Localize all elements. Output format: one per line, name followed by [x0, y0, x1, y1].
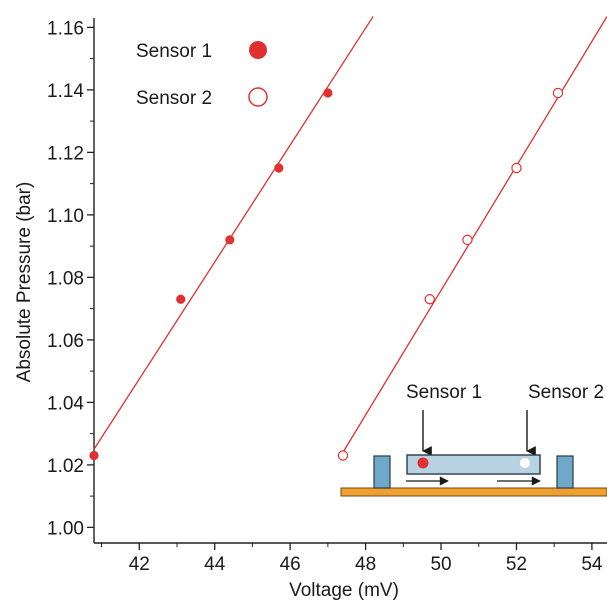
y-tick-label: 1.10	[47, 206, 84, 227]
fit-line-sensor-1	[93, 16, 374, 450]
y-tick-label: 1.00	[47, 518, 84, 539]
inset-left-post	[373, 455, 391, 489]
x-tick-label: 46	[280, 554, 301, 575]
inset-right-post	[556, 455, 574, 489]
point-sensor-1	[274, 163, 284, 173]
point-sensor-2	[552, 87, 564, 99]
inset-label-sensor-1: Sensor 1	[406, 382, 482, 403]
point-sensor-1	[225, 235, 235, 245]
point-sensor-2	[511, 162, 522, 174]
x-tick-label: 48	[355, 554, 376, 575]
point-sensor-1	[89, 450, 99, 461]
y-axis-label: Absolute Pressure (bar)	[14, 182, 35, 383]
point-sensor-2	[337, 450, 349, 461]
point-sensor-2	[424, 294, 435, 305]
inset-base-plate	[340, 487, 607, 497]
y-tick-label: 1.16	[47, 18, 84, 39]
legend-label-sensor-2: Sensor 2	[136, 88, 212, 109]
y-tick-label: 1.08	[47, 268, 84, 289]
x-tick-label: 52	[506, 554, 527, 575]
point-sensor-2	[462, 234, 473, 246]
y-ticks: 1.00 1.02 1.04 1.06 1.08 1.10 1.12 1.14 1.16	[47, 18, 94, 539]
x-tick-label: 44	[204, 554, 226, 575]
inset-label-sensor-2: Sensor 2	[528, 382, 604, 403]
inset-channel	[406, 454, 541, 475]
legend: Sensor 1 Sensor 2	[136, 41, 268, 109]
y-tick-label: 1.12	[47, 143, 84, 164]
inset-sensor-2-dot	[519, 457, 531, 469]
y-tick-label: 1.14	[47, 81, 84, 102]
x-tick-label: 42	[129, 554, 150, 575]
x-tick-label: 54	[581, 554, 603, 575]
x-axis-label: Voltage (mV)	[289, 580, 399, 601]
x-ticks: 42 44 46 48 50 52 54	[101, 543, 603, 575]
point-sensor-1	[323, 88, 333, 98]
y-tick-label: 1.02	[47, 456, 84, 477]
inset-sensor-1-dot	[417, 457, 429, 469]
legend-label-sensor-1: Sensor 1	[136, 41, 212, 62]
fit-line-sensor-2	[342, 16, 607, 453]
legend-marker-sensor-1	[249, 41, 267, 59]
legend-marker-sensor-2	[248, 87, 268, 107]
point-sensor-1	[176, 294, 186, 304]
fit-lines	[93, 16, 607, 453]
sensor-schematic-inset: Sensor 1 Sensor 2	[340, 382, 607, 497]
data-points	[89, 87, 564, 461]
y-tick-label: 1.06	[47, 331, 84, 352]
y-tick-label: 1.04	[47, 393, 84, 414]
x-tick-label: 50	[430, 554, 451, 575]
